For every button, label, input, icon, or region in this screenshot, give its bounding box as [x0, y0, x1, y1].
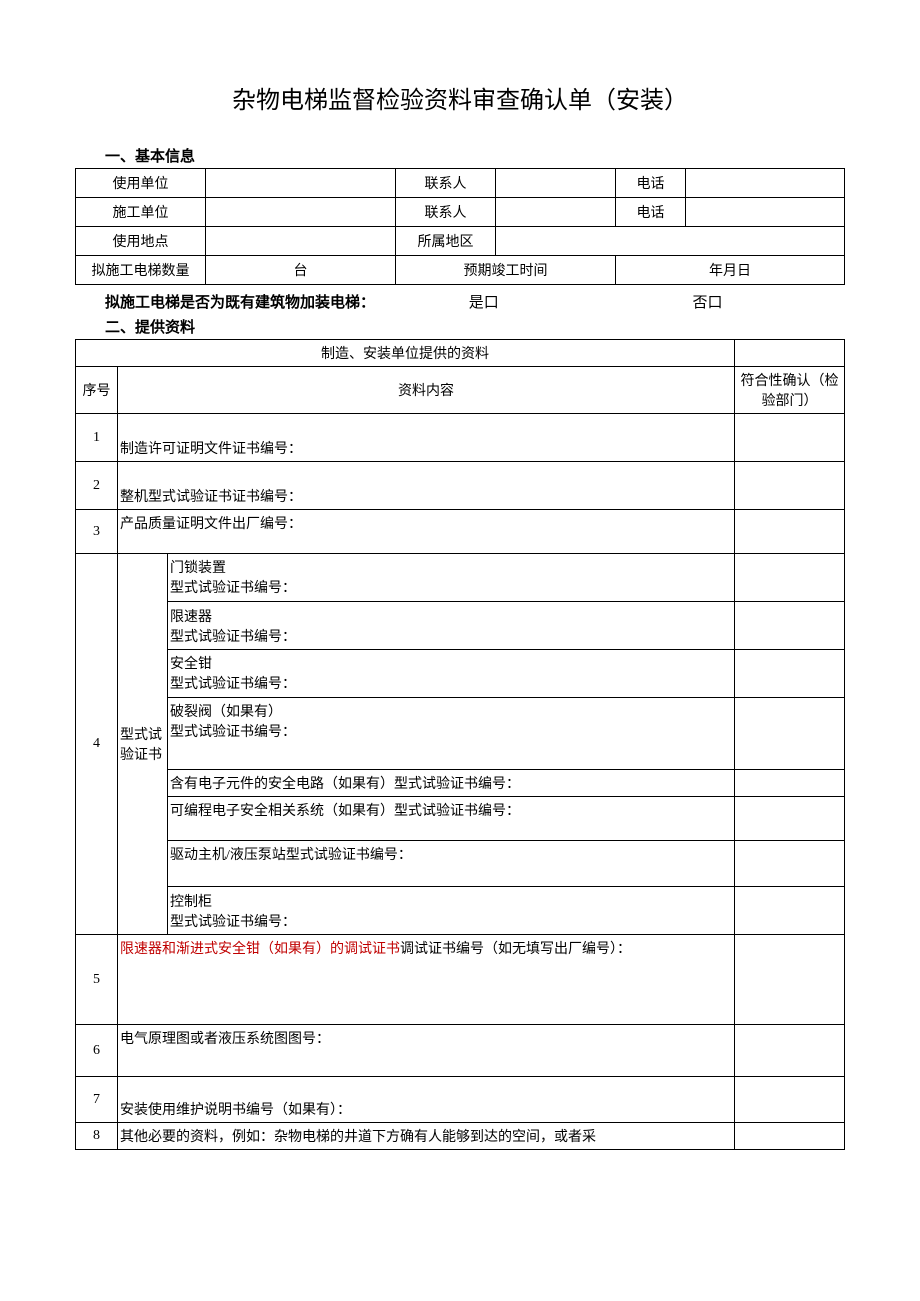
col-seq: 序号 [76, 367, 118, 414]
supply-title: 制造、安装单位提供的资料 [76, 340, 735, 367]
option-no: 否口 [663, 291, 723, 312]
item-4c: 安全钳 型式试验证书编号： [168, 650, 735, 698]
cell-confirm [735, 1123, 845, 1150]
cell-empty [735, 340, 845, 367]
table-row: 2 整机型式试验证书证书编号： [76, 462, 845, 510]
table-row: 拟施工电梯数量 台 预期竣工时间 年月日 [76, 256, 845, 285]
option-yes: 是口 [439, 291, 499, 312]
table-row: 施工单位 联系人 电话 [76, 198, 845, 227]
cell-qty-unit: 台 [206, 256, 396, 285]
cell-construct-unit [206, 198, 396, 227]
table-row: 可编程电子安全相关系统（如果有）型式试验证书编号： [76, 797, 845, 841]
cell-phone [686, 169, 845, 198]
table-row: 安全钳 型式试验证书编号： [76, 650, 845, 698]
cell-confirm [735, 554, 845, 602]
item-4g: 驱动主机/液压泵站型式试验证书编号： [168, 841, 735, 887]
cell-contact [496, 169, 616, 198]
label-phone: 电话 [616, 198, 686, 227]
cell-confirm [735, 887, 845, 935]
label-qty: 拟施工电梯数量 [76, 256, 206, 285]
item-6: 电气原理图或者液压系统图图号： [118, 1025, 735, 1077]
item-4h: 控制柜 型式试验证书编号： [168, 887, 735, 935]
cell-confirm [735, 841, 845, 887]
item-4b: 限速器 型式试验证书编号： [168, 602, 735, 650]
cell-confirm [735, 650, 845, 698]
cell-confirm [735, 1077, 845, 1123]
basic-info-table: 使用单位 联系人 电话 施工单位 联系人 电话 使用地点 所属地区 拟施工电梯数… [75, 168, 845, 285]
label-phone: 电话 [616, 169, 686, 198]
table-row: 序号 资料内容 符合性确认（检验部门） [76, 367, 845, 414]
item-2: 整机型式试验证书证书编号： [118, 462, 735, 510]
item-1: 制造许可证明文件证书编号： [118, 414, 735, 462]
cell-confirm [735, 1025, 845, 1077]
cell-region [496, 227, 845, 256]
item-5: 限速器和渐进式安全钳（如果有）的调试证书调试证书编号（如无填写出厂编号）： [118, 935, 735, 1025]
cell-confirm [735, 770, 845, 797]
table-row: 1 制造许可证明文件证书编号： [76, 414, 845, 462]
cell-confirm [735, 698, 845, 770]
item-8: 其他必要的资料，例如：杂物电梯的井道下方确有人能够到达的空间，或者采 [118, 1123, 735, 1150]
table-row: 制造、安装单位提供的资料 [76, 340, 845, 367]
materials-table: 制造、安装单位提供的资料 序号 资料内容 符合性确认（检验部门） 1 制造许可证… [75, 339, 845, 1150]
item-7: 安装使用维护说明书编号（如果有）： [118, 1077, 735, 1123]
cell-confirm [735, 414, 845, 462]
label-use-place: 使用地点 [76, 227, 206, 256]
label-contact: 联系人 [396, 169, 496, 198]
cell-confirm [735, 510, 845, 554]
item-4a: 门锁装置 型式试验证书编号： [168, 554, 735, 602]
label-construct-unit: 施工单位 [76, 198, 206, 227]
cell-user-unit [206, 169, 396, 198]
table-row: 3 产品质量证明文件出厂编号： [76, 510, 845, 554]
item-4e: 含有电子元件的安全电路（如果有）型式试验证书编号： [168, 770, 735, 797]
item-4f: 可编程电子安全相关系统（如果有）型式试验证书编号： [168, 797, 735, 841]
label-user-unit: 使用单位 [76, 169, 206, 198]
item-4d: 破裂阀（如果有） 型式试验证书编号： [168, 698, 735, 770]
table-row: 含有电子元件的安全电路（如果有）型式试验证书编号： [76, 770, 845, 797]
section-basic-heading: 一、基本信息 [75, 145, 845, 166]
item-5-black: 调试证书编号（如无填写出厂编号）： [400, 942, 631, 957]
cell-confirm [735, 462, 845, 510]
col-content: 资料内容 [118, 367, 735, 414]
cell-phone [686, 198, 845, 227]
cell-confirm [735, 797, 845, 841]
table-row: 限速器 型式试验证书编号： [76, 602, 845, 650]
page-title: 杂物电梯监督检验资料审查确认单（安装） [75, 80, 845, 115]
table-row: 使用单位 联系人 电话 [76, 169, 845, 198]
table-row: 4 型式试验证书 门锁装置 型式试验证书编号： [76, 554, 845, 602]
table-row: 6 电气原理图或者液压系统图图号： [76, 1025, 845, 1077]
cell-confirm [735, 602, 845, 650]
table-row: 7 安装使用维护说明书编号（如果有）： [76, 1077, 845, 1123]
retrofit-question: 拟施工电梯是否为既有建筑物加装电梯： 是口 否口 [75, 291, 845, 312]
item-5-red: 限速器和渐进式安全钳（如果有）的调试证书 [120, 942, 400, 957]
col-confirm: 符合性确认（检验部门） [735, 367, 845, 414]
table-row: 使用地点 所属地区 [76, 227, 845, 256]
table-row: 破裂阀（如果有） 型式试验证书编号： [76, 698, 845, 770]
item-4-label: 型式试验证书 [118, 554, 168, 935]
cell-date: 年月日 [616, 256, 845, 285]
label-contact: 联系人 [396, 198, 496, 227]
cell-use-place [206, 227, 396, 256]
cell-contact [496, 198, 616, 227]
section-material-heading: 二、提供资料 [75, 316, 845, 337]
label-expect-done: 预期竣工时间 [396, 256, 616, 285]
question-text: 拟施工电梯是否为既有建筑物加装电梯： [105, 295, 375, 311]
item-3: 产品质量证明文件出厂编号： [118, 510, 735, 554]
cell-confirm [735, 935, 845, 1025]
table-row: 8 其他必要的资料，例如：杂物电梯的井道下方确有人能够到达的空间，或者采 [76, 1123, 845, 1150]
table-row: 5 限速器和渐进式安全钳（如果有）的调试证书调试证书编号（如无填写出厂编号）： [76, 935, 845, 1025]
table-row: 驱动主机/液压泵站型式试验证书编号： [76, 841, 845, 887]
label-region: 所属地区 [396, 227, 496, 256]
table-row: 控制柜 型式试验证书编号： [76, 887, 845, 935]
